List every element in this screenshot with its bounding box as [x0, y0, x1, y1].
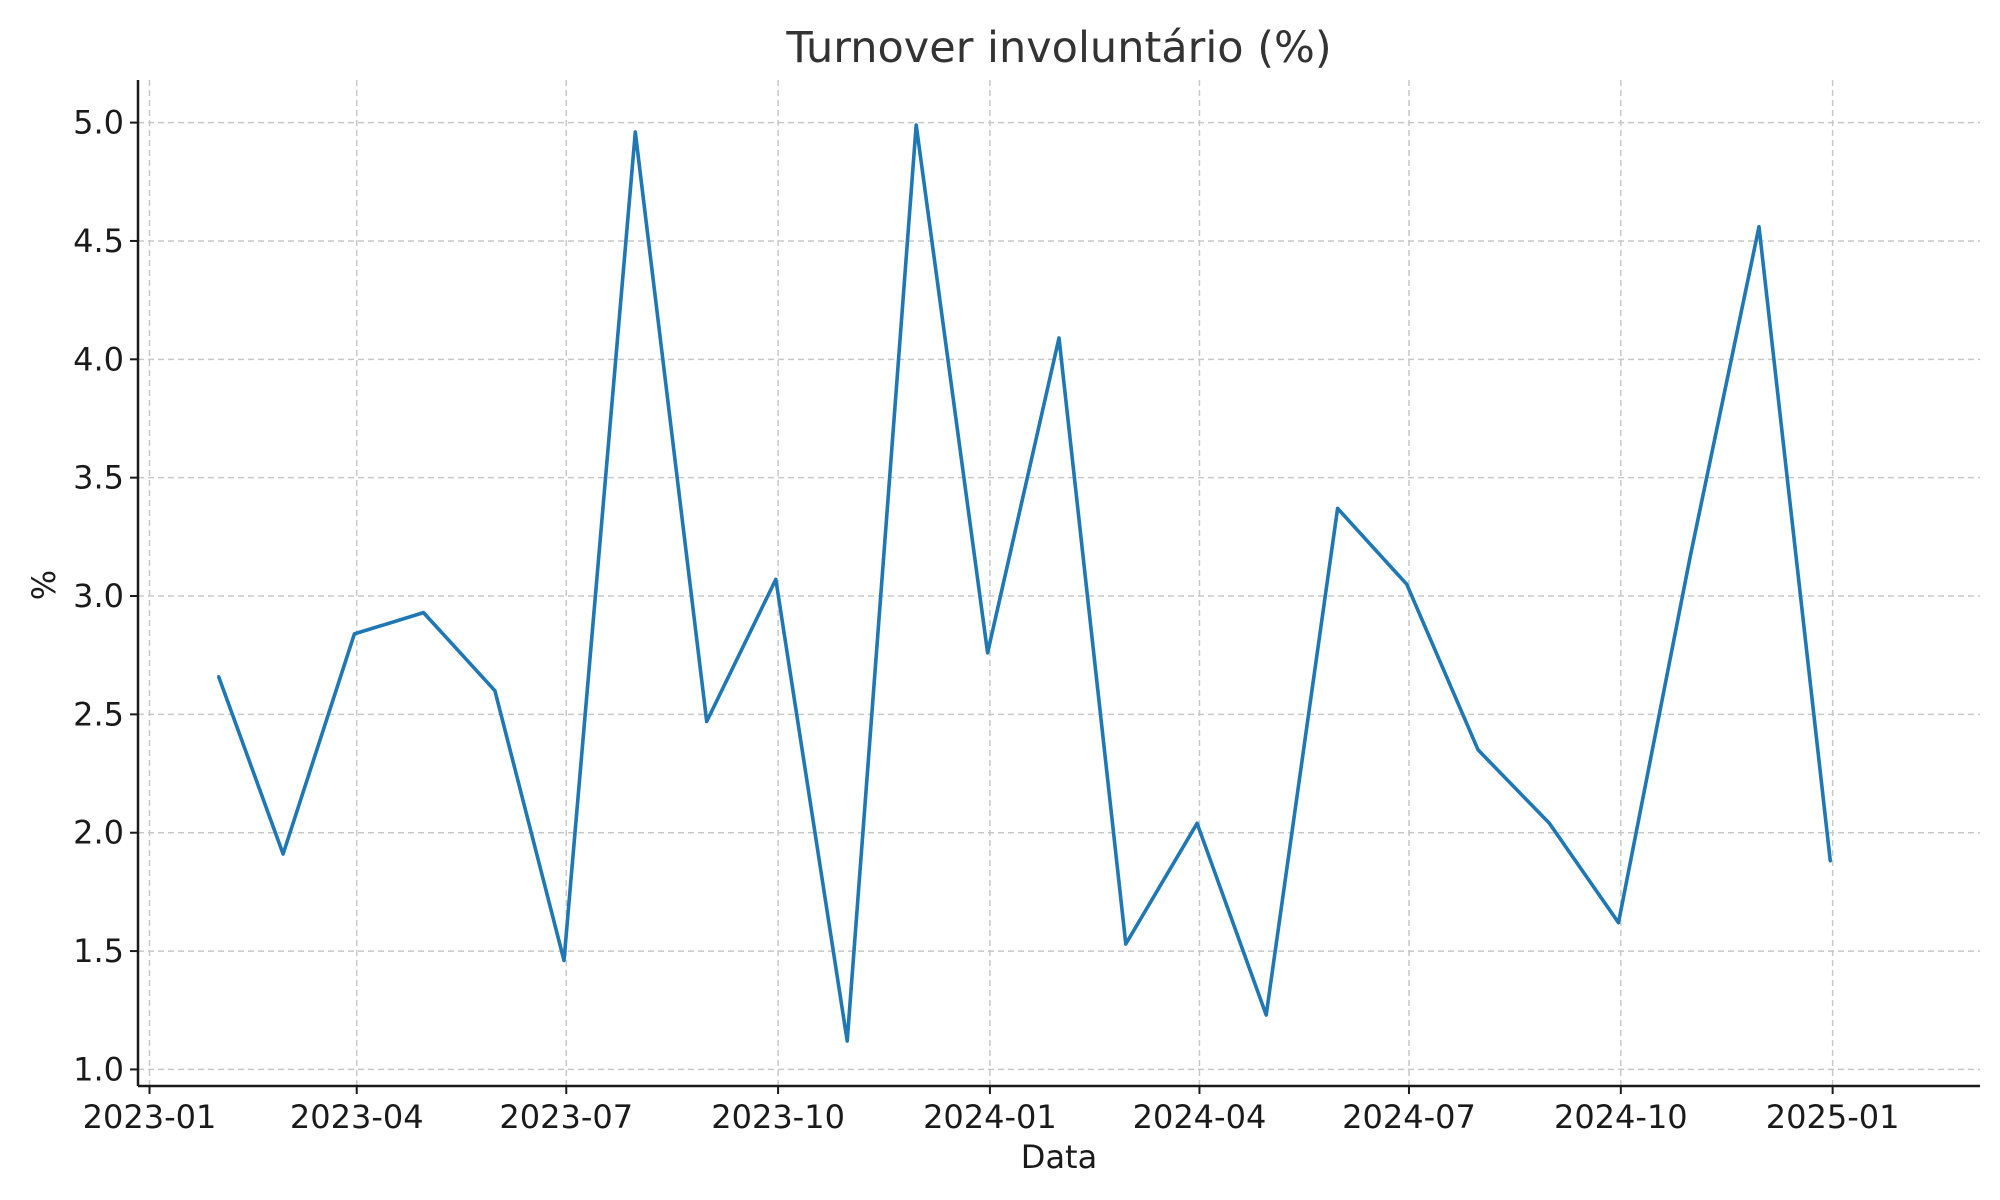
x-tick-label: 2025-01	[1766, 1098, 1900, 1136]
data-point	[1057, 336, 1061, 340]
data-point	[1547, 821, 1551, 825]
y-tick-label: 3.0	[73, 577, 124, 615]
x-tick-label: 2024-01	[923, 1098, 1057, 1136]
x-tick-label: 2023-07	[499, 1098, 633, 1136]
data-point	[1264, 1013, 1268, 1017]
data-point	[1617, 921, 1621, 925]
data-point	[1828, 859, 1832, 863]
x-tick-label: 2024-07	[1342, 1098, 1476, 1136]
y-axis-label: %	[25, 570, 63, 600]
y-tick-label: 1.5	[73, 932, 124, 970]
y-tick-label: 4.5	[73, 222, 124, 260]
data-point	[774, 577, 778, 581]
data-point	[1757, 225, 1761, 229]
data-point	[217, 674, 221, 678]
x-tick-label: 2024-04	[1133, 1098, 1267, 1136]
x-tick-label: 2023-04	[290, 1098, 424, 1136]
data-point	[1405, 582, 1409, 586]
x-tick-label: 2024-10	[1554, 1098, 1688, 1136]
data-point	[1195, 821, 1199, 825]
grid	[138, 80, 1980, 1086]
data-point	[562, 959, 566, 963]
data-point	[1124, 942, 1128, 946]
y-tick-label: 5.0	[73, 104, 124, 142]
y-tick-label: 2.0	[73, 814, 124, 852]
y-tick-label: 1.0	[73, 1050, 124, 1088]
series-line	[216, 123, 1833, 1043]
y-tick-label: 3.5	[73, 459, 124, 497]
data-point	[1476, 748, 1480, 752]
data-point	[705, 719, 709, 723]
data-point	[986, 651, 990, 655]
chart-title: Turnover involuntário (%)	[785, 23, 1331, 73]
y-tick-label: 4.0	[73, 340, 124, 378]
y-tick-label: 2.5	[73, 695, 124, 733]
data-point	[1688, 556, 1692, 560]
data-point	[352, 632, 356, 636]
data-point	[845, 1039, 849, 1043]
x-tick-label: 2023-01	[83, 1098, 217, 1136]
data-point	[422, 611, 426, 615]
data-point	[633, 130, 637, 134]
data-point	[1336, 506, 1340, 510]
axes	[136, 80, 1980, 1088]
ticks: 1.0 1.5 2.0 2.5 3.0 3.5 4.0 4.5 5.0 2023-01 2023-0…	[73, 104, 1899, 1136]
x-axis-label: Data	[1021, 1138, 1097, 1176]
data-point	[493, 689, 497, 693]
data-point	[281, 852, 285, 856]
data-point	[914, 123, 918, 127]
x-tick-label: 2023-10	[711, 1098, 845, 1136]
series	[216, 123, 1833, 1043]
